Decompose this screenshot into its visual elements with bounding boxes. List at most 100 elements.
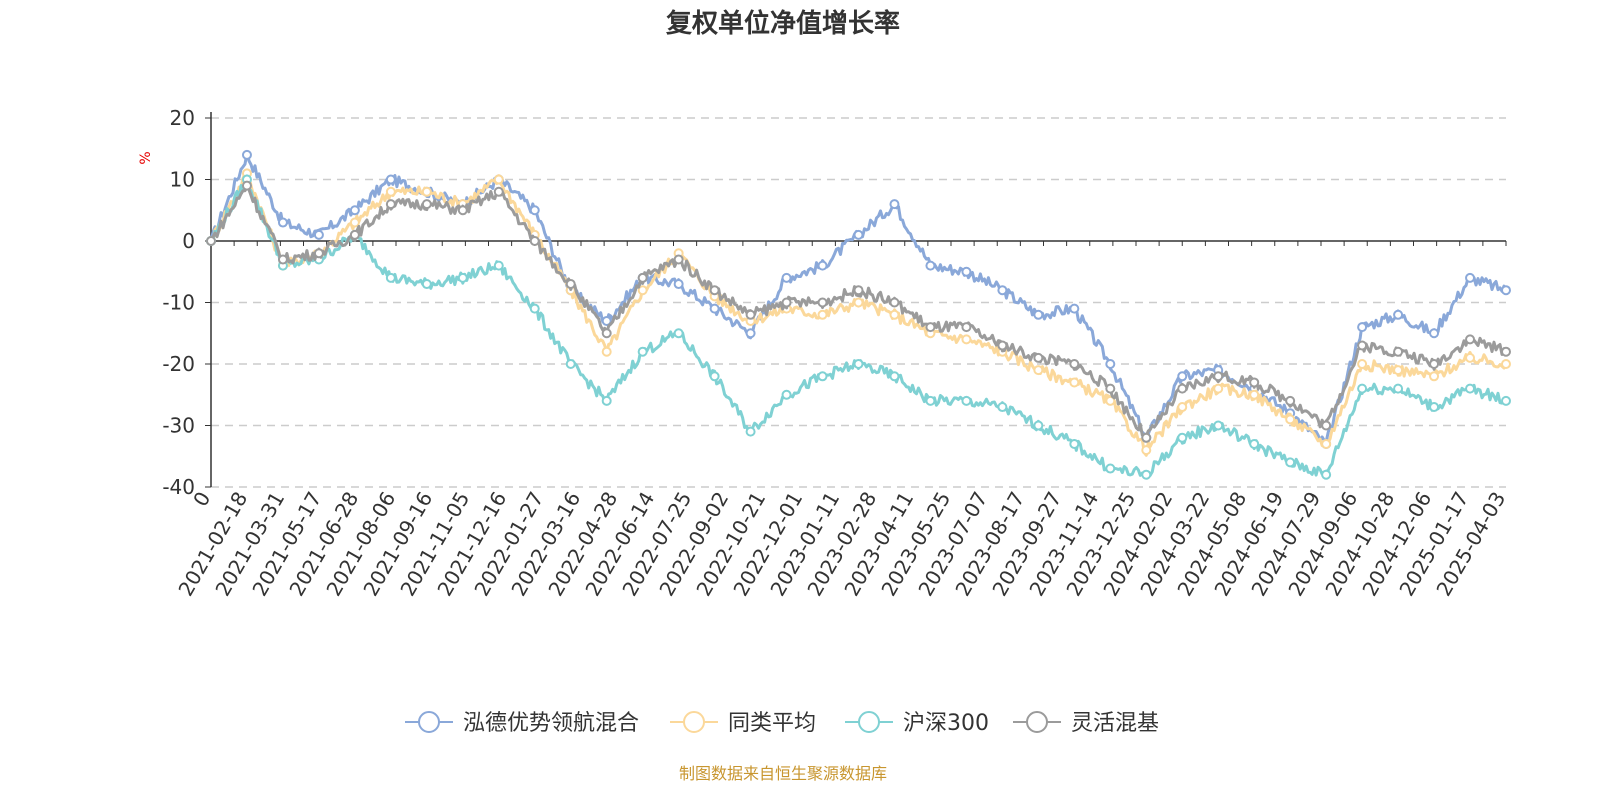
legend-label: 沪深300 <box>903 711 989 736</box>
series-marker <box>1033 420 1044 431</box>
series-marker <box>925 322 936 333</box>
series-marker <box>817 309 828 320</box>
legend-swatch-marker <box>858 711 880 733</box>
series-marker <box>1141 445 1152 456</box>
series-marker <box>1321 438 1332 449</box>
series-marker <box>1357 359 1368 369</box>
series-marker <box>709 303 720 314</box>
series-marker <box>889 297 900 308</box>
x-tick-label: 0 <box>188 488 215 511</box>
series-marker <box>385 199 396 210</box>
legend-swatch-marker <box>418 711 440 733</box>
series-marker <box>349 205 360 216</box>
series-marker <box>709 371 720 382</box>
series-marker <box>241 180 252 191</box>
series-marker <box>1465 334 1476 345</box>
series-marker <box>349 229 360 240</box>
series-marker <box>1213 371 1224 382</box>
series-marker <box>277 217 288 228</box>
series-marker <box>421 279 432 290</box>
series-marker <box>1501 285 1511 296</box>
legend-swatch-marker <box>1026 711 1048 733</box>
series-marker <box>385 272 396 283</box>
series-marker <box>601 315 612 326</box>
series-marker <box>1069 438 1080 449</box>
series-marker <box>1105 463 1116 474</box>
series-marker <box>313 229 324 240</box>
series-marker <box>853 297 864 308</box>
series-marker <box>1321 469 1332 480</box>
legend-label: 泓德优势领航混合 <box>463 711 639 736</box>
series-marker <box>1141 469 1152 480</box>
legend-label: 同类平均 <box>728 711 816 736</box>
series-marker <box>781 389 792 400</box>
series-marker <box>1357 383 1368 394</box>
series-marker <box>961 334 972 345</box>
series-marker <box>1501 395 1511 406</box>
series-marker <box>457 272 468 283</box>
series-marker <box>1393 346 1404 357</box>
legend: 泓德优势领航混合 同类平均 沪深300 灵活混基 <box>405 711 1159 736</box>
series-marker <box>1177 383 1188 394</box>
series-marker <box>961 395 972 406</box>
series-marker <box>1105 383 1116 394</box>
series-marker <box>853 359 864 369</box>
series-marker <box>1213 420 1224 431</box>
series-marker <box>889 199 900 210</box>
series-marker <box>1285 457 1296 468</box>
series-marker <box>1429 328 1440 339</box>
series-marker <box>601 395 612 406</box>
y-tick-label: -30 <box>162 414 195 438</box>
series-marker <box>961 266 972 277</box>
series-line <box>209 185 1508 441</box>
series-line <box>209 150 1508 444</box>
series-marker <box>1105 395 1116 406</box>
series-marker <box>601 328 612 339</box>
series-marker <box>457 205 468 216</box>
series-marker <box>206 236 216 246</box>
legend-swatch-marker <box>683 711 705 733</box>
series-marker <box>1249 389 1260 400</box>
series-marker <box>1033 365 1044 376</box>
series-marker <box>385 186 396 197</box>
series-marker <box>745 328 756 339</box>
series-marker <box>601 346 612 357</box>
series-marker <box>781 272 792 283</box>
series-marker <box>277 254 288 265</box>
series-marker <box>1177 371 1188 382</box>
series-marker <box>817 260 828 271</box>
series-marker <box>385 174 396 185</box>
series-marker <box>421 199 432 210</box>
series-marker <box>1501 359 1511 369</box>
series-marker <box>529 236 540 246</box>
series-marker <box>1393 383 1404 394</box>
series-marker <box>673 328 684 339</box>
series-marker <box>1465 352 1476 363</box>
y-tick-label: -10 <box>162 291 195 315</box>
series-marker <box>1069 377 1080 388</box>
series-marker <box>925 260 936 271</box>
series-marker <box>1393 365 1404 376</box>
series-marker <box>1033 309 1044 320</box>
series-marker <box>673 279 684 290</box>
series-marker <box>673 254 684 265</box>
series-marker <box>529 303 540 314</box>
series-marker <box>997 402 1008 413</box>
series-marker <box>1141 432 1152 443</box>
series-marker <box>817 297 828 308</box>
series-marker <box>1249 438 1260 449</box>
series-marker <box>781 297 792 308</box>
series-marker <box>853 285 864 296</box>
series-marker <box>565 279 576 290</box>
chart-title: 复权单位净值增长率 <box>666 8 900 39</box>
series-marker <box>637 346 648 357</box>
y-tick-label: -40 <box>162 475 195 499</box>
series-marker <box>1429 359 1440 369</box>
series-marker <box>817 371 828 382</box>
series-marker <box>349 217 360 228</box>
series-marker <box>1105 359 1116 369</box>
series-marker <box>1465 383 1476 394</box>
series-marker <box>745 426 756 437</box>
